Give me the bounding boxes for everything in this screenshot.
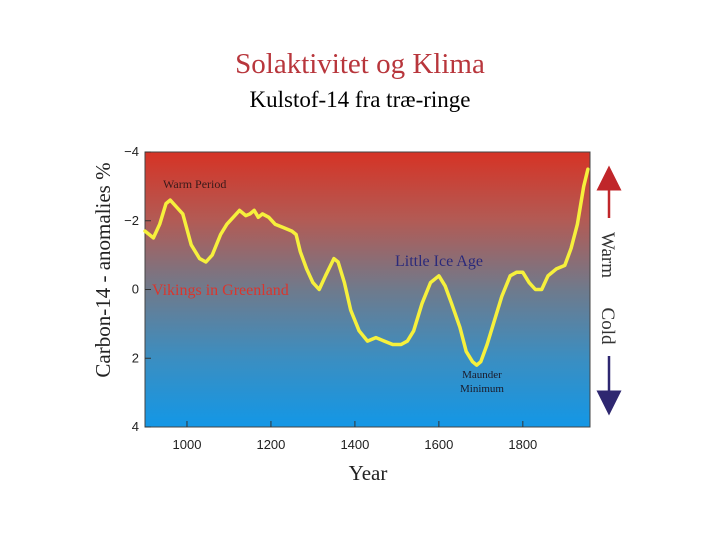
x-tick-label: 1600 [424, 437, 453, 452]
x-axis-title: Year [349, 461, 388, 485]
annotation-little-ice-age: Little Ice Age [395, 253, 483, 270]
series-line-carbon14 [143, 167, 590, 367]
page-subtitle: Kulstof-14 fra træ-ringe [249, 87, 471, 112]
y-axis-title: Carbon-14 - anomalies % [91, 162, 115, 377]
y-tick-label: 2 [132, 350, 139, 365]
annotation-maunder-1: Maunder [462, 369, 502, 381]
cold-label: Cold [597, 308, 618, 345]
y-tick-label: −2 [124, 213, 139, 228]
annotation-vikings: Vikings in Greenland [152, 282, 289, 299]
page-title: Solaktivitet og Klima [235, 48, 485, 80]
y-axis: −4 −2 0 2 4 [124, 144, 151, 434]
x-tick-label: 1800 [508, 437, 537, 452]
x-tick-label: 1000 [173, 437, 202, 452]
warm-label: Warm [597, 232, 618, 278]
x-tick-label: 1200 [256, 437, 285, 452]
y-tick-label: 4 [132, 419, 139, 434]
y-tick-label: −4 [124, 144, 139, 159]
annotation-warm-period: Warm Period [163, 177, 226, 191]
annotation-maunder-2: Minimum [460, 383, 504, 395]
plot-background [145, 152, 590, 427]
x-axis: 1000 1200 1400 1600 1800 [173, 421, 537, 452]
y-tick-label: 0 [132, 282, 139, 297]
x-tick-label: 1400 [340, 437, 369, 452]
